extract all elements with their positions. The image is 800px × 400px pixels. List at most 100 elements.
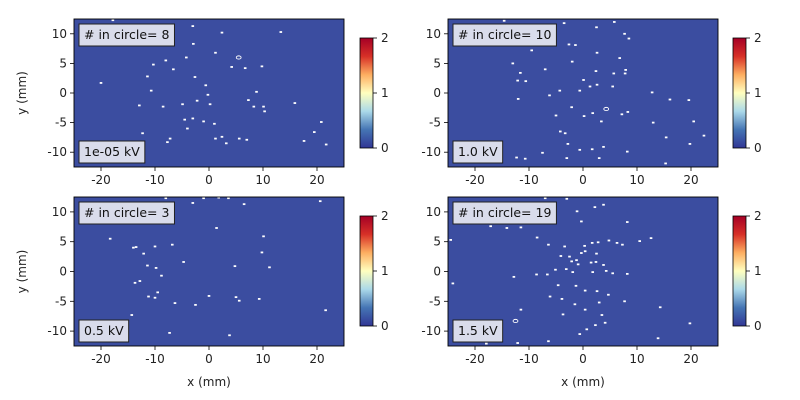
hit-point bbox=[612, 72, 616, 75]
hit-point bbox=[202, 120, 205, 123]
x-tick-label: 10 bbox=[255, 352, 270, 366]
voltage-label-box-text: 1.5 kV bbox=[458, 323, 498, 338]
hit-point bbox=[596, 241, 600, 244]
y-axis-label: y (mm) bbox=[15, 71, 29, 115]
hit-point bbox=[516, 98, 520, 100]
circled-point bbox=[512, 318, 519, 324]
hit-point bbox=[692, 120, 695, 123]
hit-point bbox=[170, 243, 174, 246]
hit-point bbox=[607, 239, 611, 242]
hit-point bbox=[268, 266, 271, 269]
hit-point bbox=[625, 150, 629, 153]
hit-point bbox=[252, 105, 256, 108]
hit-point bbox=[543, 68, 547, 71]
hit-point bbox=[147, 295, 150, 298]
hit-point bbox=[255, 90, 258, 93]
hit-point bbox=[583, 308, 587, 311]
hit-point bbox=[302, 140, 306, 142]
hit-point bbox=[206, 93, 210, 96]
hit-point bbox=[168, 137, 172, 140]
hit-point bbox=[618, 57, 622, 59]
x-tick-label: 0 bbox=[205, 352, 213, 366]
hit-point bbox=[262, 235, 265, 238]
hit-point bbox=[626, 111, 630, 113]
count-label-box bbox=[452, 201, 557, 225]
hit-point bbox=[570, 106, 573, 109]
hit-point bbox=[149, 89, 153, 92]
hit-point bbox=[583, 250, 587, 253]
x-axis-label: x (mm) bbox=[187, 375, 231, 389]
x-tick-label: -20 bbox=[91, 173, 111, 187]
hit-point bbox=[208, 103, 212, 106]
hit-point bbox=[519, 71, 522, 74]
hit-point bbox=[489, 225, 492, 228]
y-tick-label: 10 bbox=[426, 27, 441, 41]
hit-point bbox=[519, 308, 523, 311]
hit-point bbox=[502, 19, 506, 22]
hit-point bbox=[233, 265, 237, 268]
colorbar-tick-label: 1 bbox=[381, 264, 389, 278]
hit-point bbox=[585, 328, 589, 331]
hit-point bbox=[130, 314, 134, 316]
hit-point bbox=[516, 342, 519, 344]
hit-point bbox=[567, 43, 571, 46]
hit-point bbox=[548, 94, 551, 97]
hit-point bbox=[183, 118, 186, 121]
colorbar-tick-label: 2 bbox=[754, 209, 762, 223]
x-tick-label: -20 bbox=[465, 352, 485, 366]
hit-point bbox=[324, 309, 327, 312]
count-label-box bbox=[78, 201, 175, 225]
hit-point bbox=[181, 103, 184, 106]
hit-point bbox=[234, 296, 238, 299]
hit-point bbox=[568, 255, 571, 258]
hit-point bbox=[142, 252, 145, 255]
hit-point bbox=[191, 202, 195, 204]
hit-point bbox=[313, 131, 316, 133]
voltage-label-box-text: 1.0 kV bbox=[458, 144, 498, 159]
y-tick-label: 0 bbox=[59, 86, 67, 100]
hit-point bbox=[595, 252, 598, 255]
hit-point bbox=[237, 137, 241, 140]
hit-point bbox=[161, 105, 165, 108]
hit-point bbox=[570, 60, 574, 63]
x-tick-label: 20 bbox=[683, 352, 698, 366]
hit-point bbox=[590, 241, 594, 244]
count-label-box-text: # in circle= 8 bbox=[84, 27, 170, 42]
x-tick-label: 10 bbox=[255, 173, 270, 187]
hit-point bbox=[146, 75, 149, 78]
colorbar-tick-label: 2 bbox=[754, 31, 762, 45]
hit-point bbox=[99, 82, 103, 84]
hit-point bbox=[547, 243, 550, 246]
hit-point bbox=[600, 314, 604, 316]
y-tick-label: -5 bbox=[55, 294, 67, 308]
count-label-box bbox=[452, 23, 557, 47]
hit-point bbox=[166, 141, 169, 144]
hit-point bbox=[591, 271, 595, 273]
hit-point bbox=[578, 333, 582, 335]
y-tick-label: -5 bbox=[429, 294, 441, 308]
hit-point bbox=[580, 252, 583, 254]
y-tick-label: 0 bbox=[59, 265, 67, 279]
hit-point bbox=[524, 80, 528, 83]
hit-point bbox=[220, 135, 224, 138]
hit-point bbox=[156, 291, 159, 294]
hit-point bbox=[595, 51, 599, 54]
y-tick-label: -10 bbox=[421, 145, 441, 159]
colorbar-tick-label: 1 bbox=[381, 86, 389, 100]
hit-point bbox=[570, 260, 573, 263]
hit-point bbox=[242, 203, 246, 206]
y-tick-label: -10 bbox=[47, 324, 67, 338]
y-tick-label: 10 bbox=[52, 205, 67, 219]
hit-point bbox=[578, 148, 582, 151]
hit-point bbox=[593, 206, 597, 209]
hit-point bbox=[615, 241, 619, 244]
hit-point bbox=[556, 284, 560, 287]
hit-point bbox=[590, 148, 594, 151]
y-tick-label: 5 bbox=[59, 56, 67, 70]
hit-point bbox=[247, 99, 250, 102]
hit-point bbox=[623, 72, 627, 75]
hit-point bbox=[153, 296, 157, 299]
x-axis-label: x (mm) bbox=[561, 375, 605, 389]
